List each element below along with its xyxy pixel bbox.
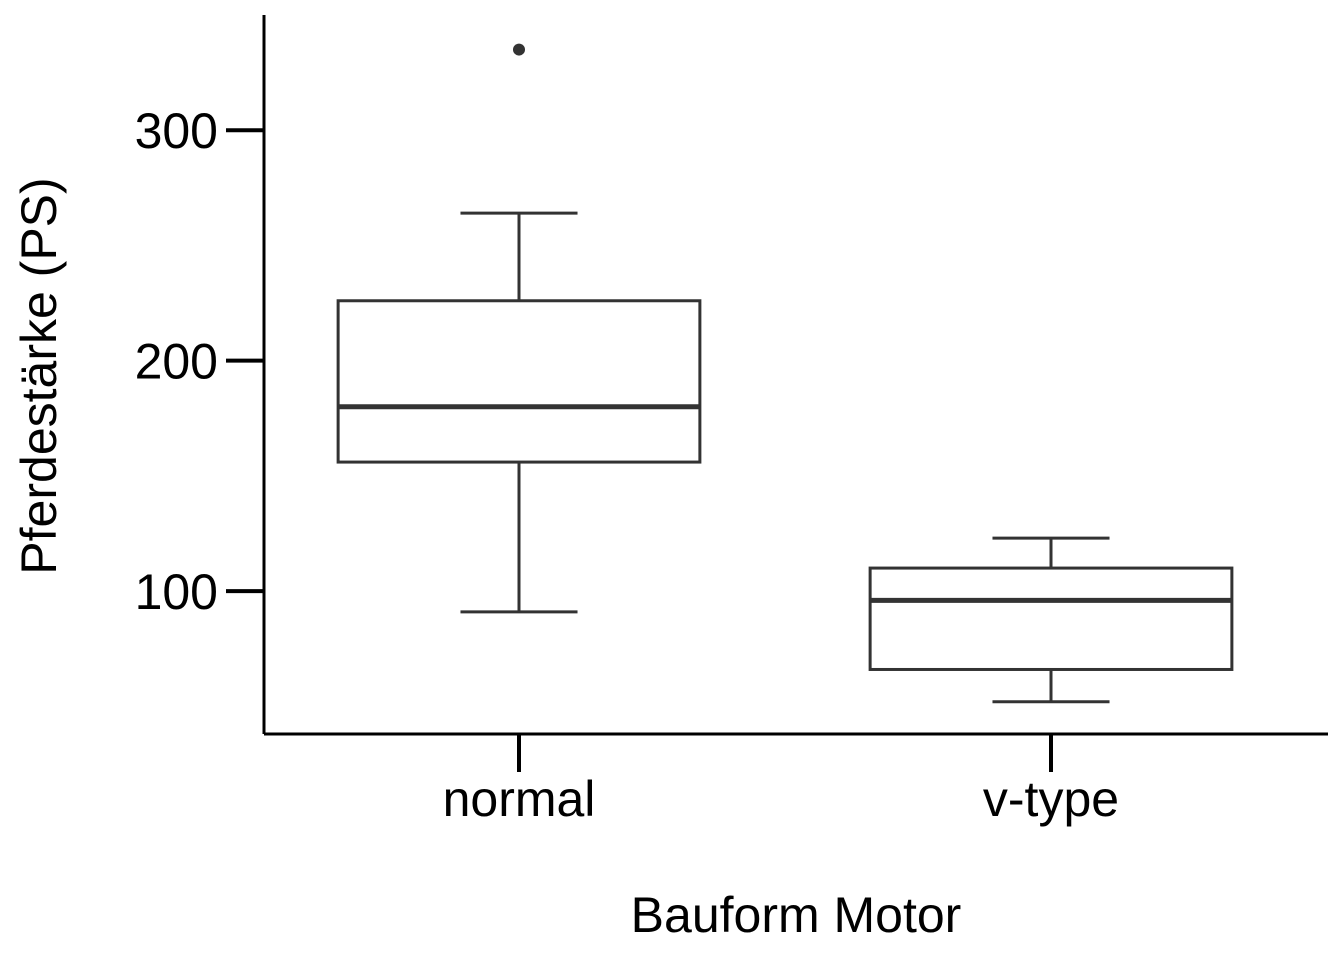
axes — [262, 15, 1328, 736]
x-ticks: normal v-type — [443, 734, 1119, 827]
x-axis-title: Bauform Motor — [631, 887, 962, 943]
box-normal — [336, 43, 702, 614]
x-tick-label: normal — [443, 771, 596, 827]
y-tick-label: 300 — [135, 103, 218, 159]
box-iqr — [336, 299, 702, 464]
y-ticks: 100 200 300 — [135, 103, 264, 620]
y-tick-label: 100 — [135, 564, 218, 620]
y-tick-label: 200 — [135, 334, 218, 390]
outlier-point — [513, 43, 525, 56]
box-iqr — [868, 566, 1234, 671]
box-v-type — [868, 536, 1234, 704]
y-axis-title: Pferdestärke (PS) — [11, 177, 67, 574]
boxes — [336, 43, 1234, 704]
x-tick-label: v-type — [983, 771, 1119, 827]
